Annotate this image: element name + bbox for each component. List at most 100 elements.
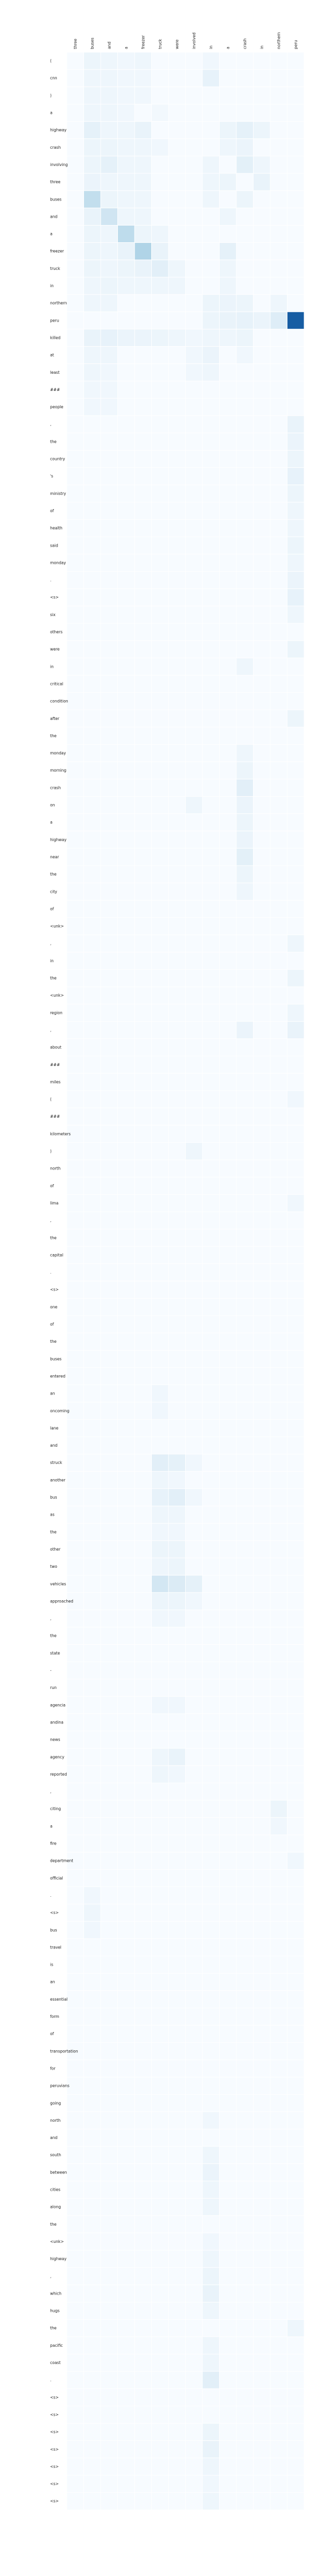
heatmap-cell — [117, 882, 135, 901]
heatmap-cell — [134, 1852, 152, 1870]
heatmap-cell — [100, 311, 118, 329]
y-tick-label: approached — [50, 1599, 74, 1603]
heatmap-cell — [151, 1228, 169, 1247]
heatmap-cell — [168, 1211, 186, 1230]
heatmap-cell — [185, 1160, 203, 1178]
heatmap-cell — [117, 1956, 135, 1974]
x-tick-label: in — [209, 45, 213, 49]
heatmap-cell — [236, 2163, 254, 2181]
heatmap-cell — [185, 571, 203, 589]
heatmap-cell — [66, 2267, 84, 2285]
heatmap-cell — [117, 588, 135, 607]
heatmap-cell — [83, 450, 101, 468]
heatmap-cell — [66, 796, 84, 814]
heatmap-cell — [219, 1454, 237, 1472]
heatmap-cell — [168, 900, 186, 918]
heatmap-cell — [66, 986, 84, 1005]
heatmap-cell — [287, 1610, 305, 1628]
heatmap-cell — [253, 398, 271, 416]
heatmap-cell — [117, 1592, 135, 1611]
y-tick-label: cnn — [50, 76, 57, 80]
heatmap-cell — [100, 1696, 118, 1714]
heatmap-cell — [83, 2094, 101, 2112]
heatmap-cell — [168, 778, 186, 797]
heatmap-cell — [66, 710, 84, 728]
heatmap-cell — [151, 2146, 169, 2164]
heatmap-cell — [168, 1886, 186, 1905]
heatmap-cell — [185, 381, 203, 399]
heatmap-cell — [202, 311, 220, 329]
heatmap-cell — [253, 2475, 271, 2493]
heatmap-cell — [202, 1194, 220, 1212]
heatmap-cell — [66, 2198, 84, 2216]
heatmap-cell — [134, 2094, 152, 2112]
heatmap-cell — [219, 761, 237, 779]
heatmap-cell — [219, 1211, 237, 1230]
heatmap-cell — [185, 52, 203, 70]
heatmap-cell — [185, 2336, 203, 2355]
heatmap-cell — [253, 1834, 271, 1853]
heatmap-cell — [287, 2475, 305, 2493]
heatmap-cell — [151, 1557, 169, 1576]
heatmap-cell — [253, 657, 271, 676]
heatmap-cell — [270, 1557, 287, 1576]
heatmap-cell — [66, 606, 84, 624]
heatmap-cell — [202, 1886, 220, 1905]
heatmap-cell — [185, 2371, 203, 2389]
heatmap-cell — [151, 692, 169, 711]
y-tick-label: at — [50, 353, 54, 358]
heatmap-cell — [66, 467, 84, 486]
heatmap-cell — [117, 2059, 135, 2078]
heatmap-cell — [219, 2440, 237, 2459]
heatmap-cell — [253, 485, 271, 503]
heatmap-cell — [185, 1886, 203, 1905]
heatmap-cell — [100, 1142, 118, 1161]
heatmap-cell — [66, 1471, 84, 1489]
heatmap-cell — [287, 103, 305, 122]
heatmap-cell — [270, 1679, 287, 1697]
heatmap-cell — [151, 778, 169, 797]
heatmap-cell — [202, 1228, 220, 1247]
heatmap-cell — [66, 1160, 84, 1178]
y-tick-label: another — [50, 1478, 66, 1482]
heatmap-cell — [66, 1125, 84, 1143]
heatmap-cell — [117, 1748, 135, 1766]
heatmap-cell — [287, 1523, 305, 1541]
y-tick-label: involving — [50, 162, 68, 167]
heatmap-cell — [287, 2354, 305, 2372]
heatmap-cell — [219, 1921, 237, 1939]
heatmap-cell — [185, 1367, 203, 1386]
heatmap-cell — [270, 1575, 287, 1593]
heatmap-cell — [151, 1419, 169, 1437]
heatmap-cell — [117, 86, 135, 104]
heatmap-cell — [83, 675, 101, 693]
heatmap-cell — [202, 623, 220, 641]
heatmap-cell — [253, 2232, 271, 2251]
y-tick-label: the — [50, 2222, 57, 2227]
heatmap-cell — [134, 1056, 152, 1074]
heatmap-cell — [270, 571, 287, 589]
heatmap-cell — [202, 1661, 220, 1680]
heatmap-cell — [151, 2492, 169, 2510]
heatmap-cell — [236, 1419, 254, 1437]
heatmap-cell — [134, 259, 152, 278]
heatmap-cell — [151, 900, 169, 918]
heatmap-cell — [117, 1142, 135, 1161]
heatmap-cell — [100, 1332, 118, 1351]
heatmap-cell — [151, 2457, 169, 2476]
y-tick-label: bus — [50, 1928, 57, 1932]
x-tick-label: freezer — [141, 35, 146, 49]
heatmap-cell — [236, 138, 254, 157]
heatmap-cell — [236, 1385, 254, 1403]
heatmap-cell — [219, 1610, 237, 1628]
heatmap-cell — [219, 900, 237, 918]
heatmap-cell — [253, 519, 271, 537]
heatmap-cell — [202, 1834, 220, 1853]
heatmap-cell — [219, 52, 237, 70]
heatmap-cell — [66, 1402, 84, 1420]
heatmap-cell — [83, 2423, 101, 2441]
heatmap-cell — [219, 935, 237, 953]
heatmap-cell — [287, 294, 305, 312]
heatmap-cell — [83, 1436, 101, 1455]
heatmap-cell — [66, 1177, 84, 1195]
